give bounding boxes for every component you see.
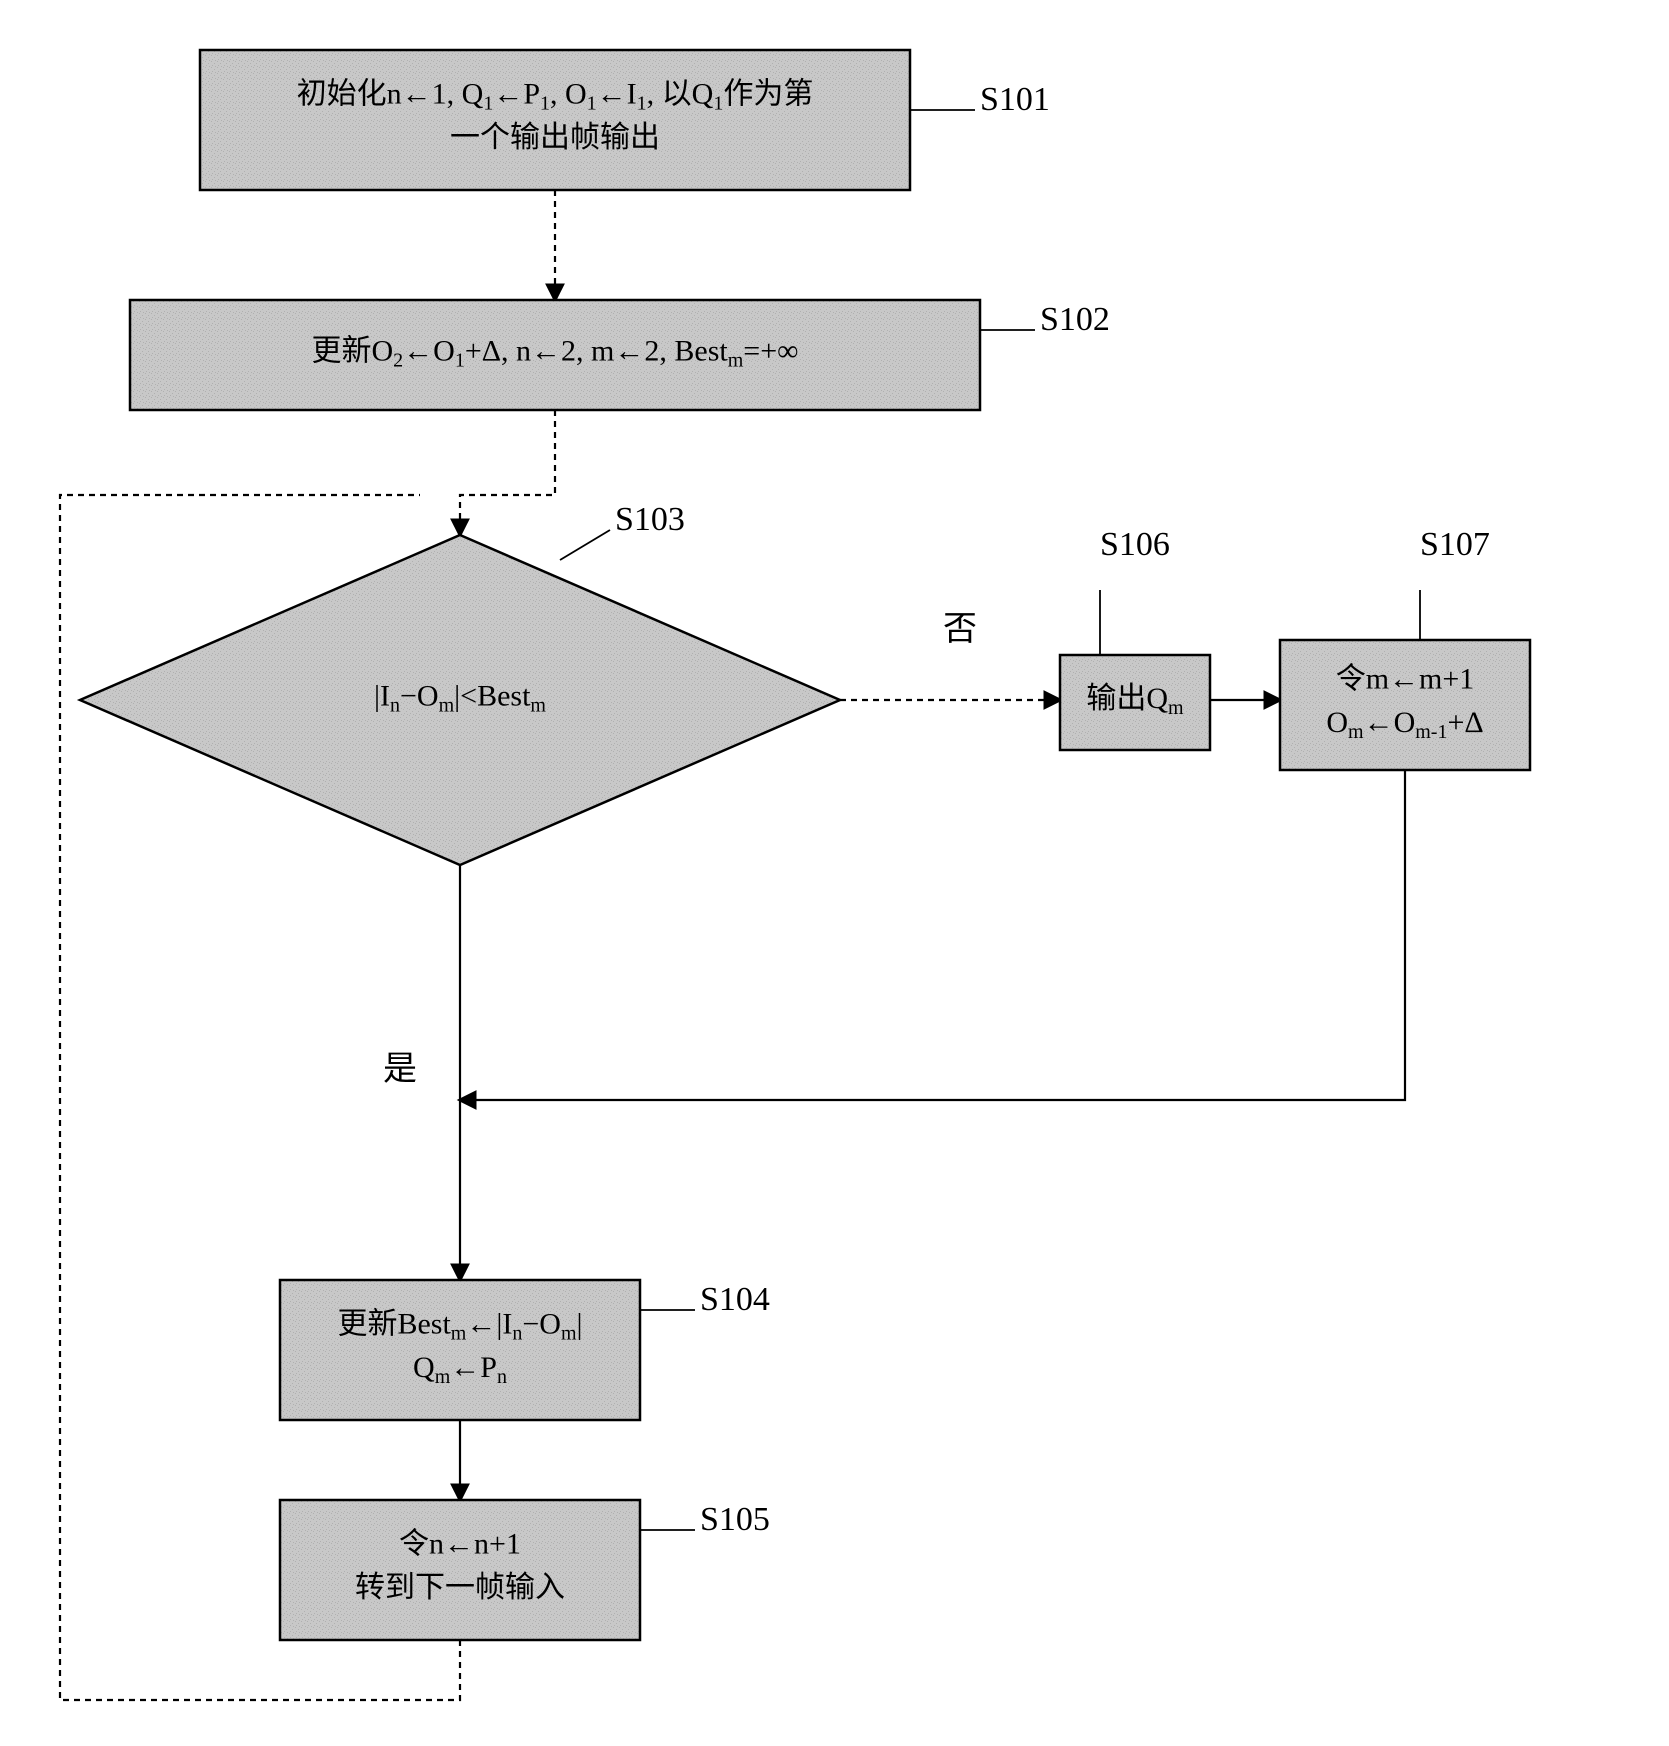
node-S103: |In−Om|<Bestm S103 (80, 501, 840, 865)
edge (460, 410, 555, 535)
svg-text:令n←n+1: 令n←n+1 (399, 1528, 521, 1561)
label-lead (560, 530, 610, 560)
edge (460, 770, 1405, 1100)
edge-label: 是 (383, 1051, 417, 1088)
edge-label: 否 (943, 611, 977, 648)
svg-text:Qm←Pn: Qm←Pn (413, 1351, 507, 1388)
node-label: S101 (980, 81, 1050, 118)
svg-text:一个输出帧输出: 一个输出帧输出 (450, 121, 660, 154)
svg-text:令m←m+1: 令m←m+1 (1336, 663, 1475, 696)
svg-text:初始化n←1, Q1←P1, O1←I1, 以Q1作为第: 初始化n←1, Q1←P1, O1←I1, 以Q1作为第 (297, 78, 814, 115)
node-label: S105 (700, 1501, 770, 1538)
node-label: S106 (1100, 526, 1170, 563)
node-S107: 令m←m+1Om←Om-1+ΔS107 (1280, 526, 1530, 770)
node-label: S104 (700, 1281, 770, 1318)
svg-text:转到下一帧输入: 转到下一帧输入 (355, 1571, 565, 1604)
nodes-layer: 初始化n←1, Q1←P1, O1←I1, 以Q1作为第一个输出帧输出 S101 更… (80, 50, 1530, 1640)
node-S106: 输出QmS106 (1060, 526, 1210, 750)
node-label: S107 (1420, 526, 1490, 563)
svg-text:更新O2←O1+Δ, n←2, m←2, Bestm=+∞: 更新O2←O1+Δ, n←2, m←2, Bestm=+∞ (311, 334, 798, 371)
node-S101: 初始化n←1, Q1←P1, O1←I1, 以Q1作为第一个输出帧输出 S101 (200, 50, 1050, 190)
node-S104: 更新Bestm←|In−Om|Qm←PnS104 (280, 1280, 770, 1420)
node-S105: 令n←n+1 转到下一帧输入 S105 (280, 1500, 770, 1640)
svg-text:|In−Om|<Bestm: |In−Om|<Bestm (374, 679, 546, 716)
node-label: S102 (1040, 301, 1110, 338)
node-S102: 更新O2←O1+Δ, n←2, m←2, Bestm=+∞ S102 (130, 300, 1110, 410)
node-label: S103 (615, 501, 685, 538)
